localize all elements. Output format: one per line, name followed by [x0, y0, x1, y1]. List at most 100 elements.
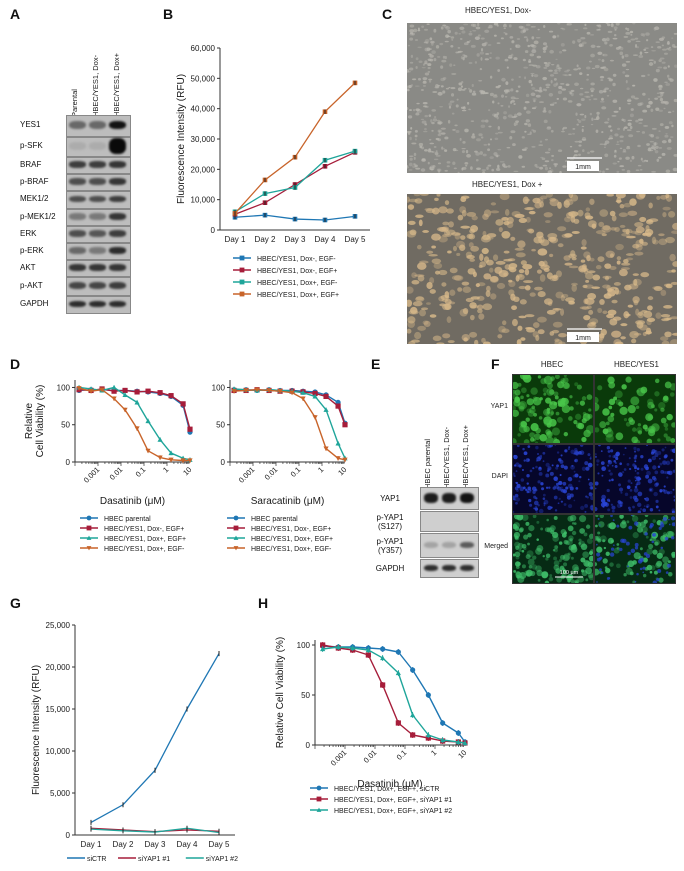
cell [415, 108, 420, 112]
cell [646, 143, 650, 146]
cell [659, 97, 664, 102]
cell [590, 90, 594, 93]
cell [619, 139, 624, 143]
cell [427, 63, 432, 67]
cell [604, 566, 608, 570]
cell [565, 486, 569, 490]
cell [539, 433, 547, 442]
cell [644, 159, 647, 162]
cell [563, 465, 568, 470]
cell [468, 61, 473, 65]
cell [585, 272, 594, 280]
nucleus [657, 568, 662, 574]
cell [558, 333, 567, 338]
cell [560, 464, 565, 469]
x-tick-label: Day 3 [145, 840, 166, 849]
cell [658, 59, 662, 63]
cell [651, 455, 657, 461]
cell [549, 574, 553, 578]
cell [646, 317, 656, 322]
cell [528, 498, 532, 503]
nucleus [670, 536, 675, 540]
cell [548, 110, 552, 114]
cell [440, 77, 446, 82]
cell [407, 115, 413, 119]
cell [569, 538, 573, 542]
cell [647, 296, 654, 301]
cell [673, 498, 675, 502]
cell [665, 236, 675, 244]
cell [651, 236, 657, 245]
cell [591, 67, 596, 70]
cell [652, 519, 656, 523]
cell [634, 485, 638, 489]
cell [452, 245, 458, 252]
cell [548, 576, 554, 582]
cell [562, 569, 567, 573]
cell [587, 453, 591, 457]
cell [670, 438, 675, 443]
x-tick-label: 10 [181, 465, 193, 477]
cell [618, 487, 624, 492]
cell [544, 138, 548, 141]
nucleus [656, 577, 660, 582]
cell [431, 258, 442, 264]
cell [548, 30, 554, 33]
cell [660, 289, 667, 296]
cell [514, 515, 520, 520]
cell [639, 102, 644, 106]
cell [493, 152, 498, 156]
cell [493, 113, 499, 118]
cell [560, 454, 563, 457]
blot-e-band [460, 492, 474, 503]
cell [584, 114, 587, 119]
blot-a-band [69, 161, 86, 168]
cell [669, 490, 673, 495]
cell [523, 425, 530, 433]
cell [583, 429, 591, 438]
cell [632, 21, 636, 25]
cell [564, 70, 569, 73]
cell [578, 538, 582, 542]
cell [637, 423, 642, 427]
cell [489, 267, 494, 273]
cell [625, 376, 632, 383]
cell [540, 454, 543, 457]
cell [570, 579, 575, 583]
cell [585, 425, 593, 434]
cell [602, 91, 607, 93]
cell [508, 279, 513, 283]
legend-label: HBEC/YES1, Dox+, EGF+, siYAP1 #1 [334, 797, 452, 804]
cell [464, 161, 469, 165]
cell [640, 386, 648, 394]
cell [441, 59, 447, 63]
cell [577, 209, 584, 217]
scale-bar-label: 100 μm [560, 570, 579, 576]
cell [580, 543, 588, 551]
cell [528, 59, 531, 63]
cell [606, 445, 611, 450]
cell [667, 77, 672, 81]
nucleus [634, 542, 639, 547]
cell [584, 95, 589, 98]
cell [414, 138, 417, 141]
cell [432, 90, 438, 94]
cell [510, 100, 515, 103]
cell [515, 565, 520, 570]
cell [654, 97, 659, 100]
cell [658, 130, 661, 132]
blot-a-band [69, 264, 86, 271]
fit-curve [322, 644, 466, 744]
cell [513, 454, 516, 458]
cell [488, 109, 491, 112]
cell [442, 90, 446, 94]
cell [485, 53, 490, 55]
data-point [410, 667, 416, 673]
blot-a-band [69, 247, 86, 254]
cell [651, 449, 656, 454]
cell [554, 69, 558, 72]
cell [545, 473, 550, 478]
cell [635, 40, 641, 43]
cell [413, 156, 416, 160]
cell [537, 248, 548, 256]
